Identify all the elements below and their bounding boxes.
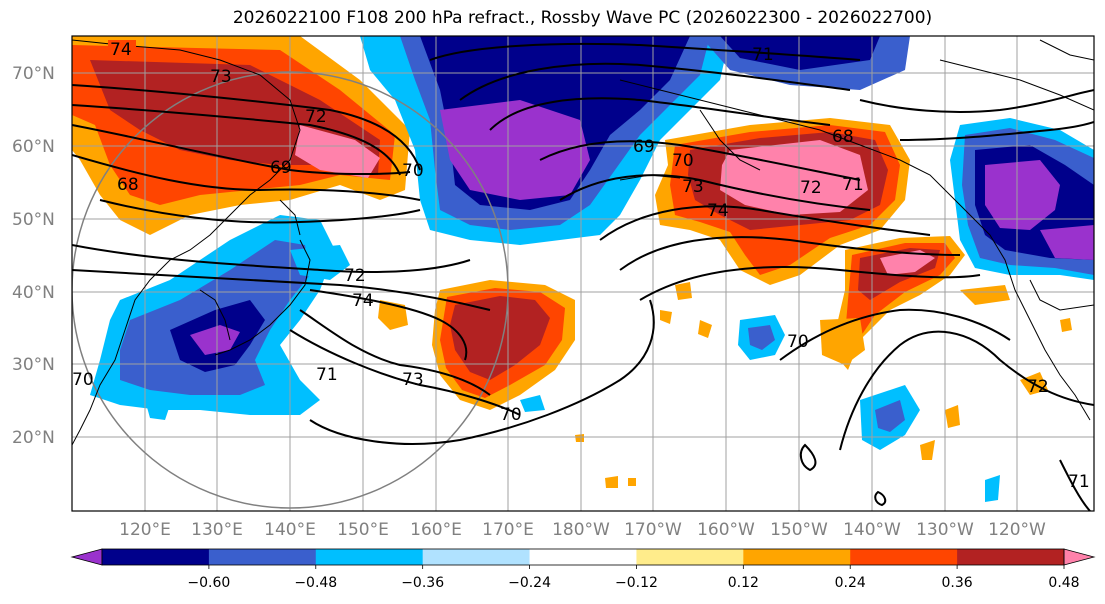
- colorbar-segment: [850, 549, 958, 565]
- contour-label: 74: [707, 201, 729, 221]
- contour-label: 73: [210, 67, 232, 87]
- contour-label: 70: [500, 405, 522, 425]
- colorbar-segment: [102, 549, 210, 565]
- contour-label: 68: [117, 175, 139, 195]
- colorbar-tick-label: 0.48: [1048, 575, 1079, 591]
- contour-label: 72: [344, 266, 366, 286]
- colorbar-tick-label: −0.36: [401, 575, 444, 591]
- contour-labels: 74 73 72 69 68 70 71 69 70 68 73 72 71 7…: [72, 40, 1090, 492]
- longitude-label: 180°W: [552, 520, 610, 540]
- latitude-label: 30°N: [12, 355, 55, 375]
- reference-circle: [72, 71, 509, 509]
- map-plot-area: [72, 36, 1094, 511]
- contour-label: 70: [72, 370, 94, 390]
- contour-label: 68: [832, 127, 854, 147]
- longitude-label: 120°W: [988, 520, 1046, 540]
- colorbar: −0.60 −0.48 −0.36 −0.24 −0.12 0.12 0.24 0.36 0.4…: [70, 548, 1096, 591]
- colorbar-segment: [957, 549, 1065, 565]
- positive-anomaly-region-central-pacific: [432, 280, 575, 410]
- longitude-label: 170°W: [624, 520, 682, 540]
- contour-label: 70: [787, 332, 809, 352]
- contour-label: 71: [842, 175, 864, 195]
- longitude-label: 140°E: [264, 520, 316, 540]
- latitude-label: 40°N: [12, 283, 55, 303]
- longitude-label: 160°E: [410, 520, 462, 540]
- coastlines: [72, 39, 1094, 446]
- latitude-axis: 70°N 60°N 50°N 40°N 30°N 20°N: [12, 64, 55, 448]
- contour-label: 74: [110, 40, 132, 60]
- negative-anomaly-region-north-america: [950, 118, 1094, 280]
- colorbar-outline: [101, 548, 1065, 566]
- longitude-axis: 120°E 130°E 140°E 150°E 160°E 170°E 180°…: [119, 520, 1046, 540]
- contour-label: 71: [1068, 472, 1090, 492]
- latitude-label: 70°N: [12, 64, 55, 84]
- contour-label: 73: [682, 177, 704, 197]
- contour-label: 73: [402, 370, 424, 390]
- longitude-label: 130°E: [191, 520, 243, 540]
- colorbar-segment: [529, 549, 637, 565]
- colorbar-segment: [636, 549, 744, 565]
- colorbar-extend-min: [70, 548, 103, 566]
- latitude-label: 60°N: [12, 137, 55, 157]
- longitude-label: 150°W: [770, 520, 828, 540]
- colorbar-segment: [422, 549, 531, 565]
- colorbar-tick-label: −0.12: [615, 575, 658, 591]
- colorbar-tick-label: 0.36: [942, 575, 973, 591]
- map-title: 2026022100 F108 200 hPa refract., Rossby…: [232, 8, 933, 28]
- contour-label: 72: [1027, 377, 1049, 397]
- map-frame: [71, 35, 1095, 512]
- contour-label: 72: [305, 107, 327, 127]
- longitude-label: 150°E: [337, 520, 389, 540]
- contour-label: 70: [672, 151, 694, 171]
- contour-label: 71: [752, 45, 774, 65]
- longitude-label: 130°W: [916, 520, 974, 540]
- colorbar-tick-label: −0.60: [187, 575, 230, 591]
- colorbar-tick-label: 0.12: [728, 575, 759, 591]
- colorbar-segment: [315, 549, 424, 565]
- contour-label: 71: [316, 365, 338, 385]
- negative-anomaly-region-north-pacific: [360, 36, 730, 245]
- colorbar-tick-label: 0.24: [835, 575, 866, 591]
- positive-anomaly-region-northeast-pacific: [835, 236, 965, 370]
- contour-label: 74: [352, 291, 374, 311]
- refractivity-contours: [72, 42, 1094, 511]
- latitude-label: 20°N: [12, 428, 55, 448]
- scattered-anomaly-patches: [145, 245, 1072, 502]
- contour-label: 69: [270, 158, 292, 178]
- latitude-label: 50°N: [12, 210, 55, 230]
- longitude-label: 140°W: [843, 520, 901, 540]
- negative-anomaly-region-east-asia: [90, 215, 335, 415]
- contour-label: 69: [633, 137, 655, 157]
- colorbar-segment: [208, 549, 317, 565]
- longitude-label: 120°E: [119, 520, 171, 540]
- contour-label: 70: [402, 161, 424, 181]
- longitude-label: 170°E: [482, 520, 534, 540]
- colorbar-extend-max: [1063, 548, 1096, 566]
- colorbar-segment: [743, 549, 851, 565]
- contour-label: 72: [800, 178, 822, 198]
- negative-anomaly-region-arctic: [700, 36, 910, 90]
- colorbar-tick-label: −0.24: [508, 575, 551, 591]
- colorbar-tick-label: −0.48: [294, 575, 337, 591]
- longitude-label: 160°W: [697, 520, 755, 540]
